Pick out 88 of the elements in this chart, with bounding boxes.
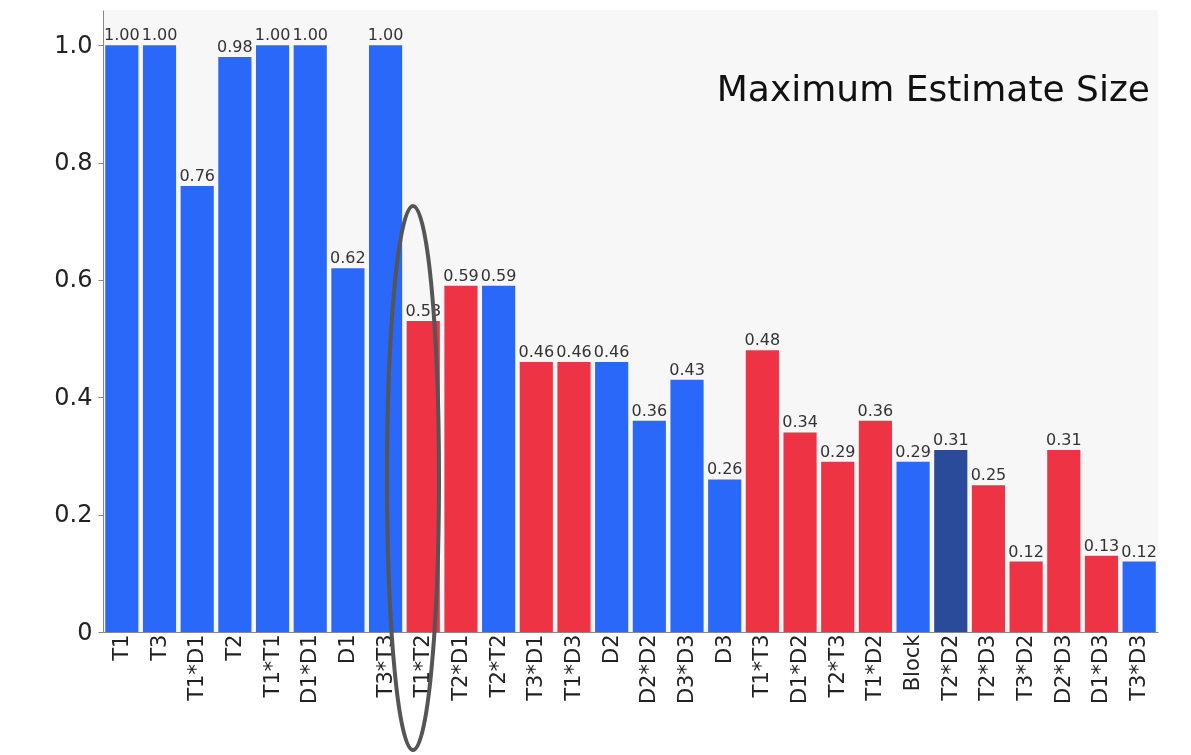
y-tick-label: 0.4 bbox=[54, 382, 93, 411]
x-tick-label: D2*D2 bbox=[636, 634, 661, 705]
x-tick-label: D1*D3 bbox=[1088, 634, 1113, 705]
data-label: 0.98 bbox=[217, 36, 253, 56]
bar bbox=[971, 485, 1006, 632]
data-label: 0.46 bbox=[593, 342, 630, 362]
bar bbox=[595, 362, 629, 632]
x-tick-label: Block bbox=[900, 633, 925, 692]
y-tick-label: 0.2 bbox=[54, 500, 93, 529]
x-tick-label: T1*D2 bbox=[862, 634, 887, 702]
data-label: 0.26 bbox=[706, 459, 743, 479]
x-tick-label: T1 bbox=[108, 634, 133, 662]
bar bbox=[632, 420, 666, 632]
data-label: 1.00 bbox=[104, 25, 140, 45]
data-label: 0.46 bbox=[518, 342, 555, 362]
x-tick-label: D3*D3 bbox=[674, 634, 699, 705]
bar bbox=[482, 285, 516, 632]
data-label: 0.34 bbox=[782, 412, 818, 432]
data-label: 0.46 bbox=[556, 342, 592, 362]
bar bbox=[557, 362, 591, 632]
data-label: 0.48 bbox=[744, 330, 781, 350]
data-label: 0.59 bbox=[480, 265, 517, 285]
bar bbox=[293, 45, 327, 632]
y-tick-label: 1.0 bbox=[54, 30, 93, 59]
x-tick-label: T1*T3 bbox=[749, 634, 774, 699]
bar bbox=[105, 45, 139, 632]
text: Maximum Estimate Size bbox=[716, 68, 1150, 109]
bar bbox=[1047, 450, 1081, 632]
x-tick-label: T1*T1 bbox=[259, 634, 284, 699]
x-tick-label: T3*D3 bbox=[1126, 634, 1151, 702]
data-label: 0.29 bbox=[819, 441, 856, 461]
bar bbox=[821, 461, 855, 632]
x-tick-label: T2*D3 bbox=[975, 634, 1000, 702]
data-label: 0.36 bbox=[631, 400, 668, 420]
bar bbox=[331, 268, 365, 632]
x-tick-label: T3*T3 bbox=[372, 634, 397, 699]
data-label: 0.25 bbox=[970, 465, 1007, 485]
data-label: 0.76 bbox=[179, 166, 216, 186]
x-tick-label: T1*D3 bbox=[560, 634, 585, 702]
bar bbox=[934, 450, 968, 632]
bar bbox=[745, 350, 779, 632]
x-tick-label: D1*D2 bbox=[787, 634, 812, 705]
x-tick-label: T2*T3 bbox=[824, 634, 849, 699]
x-tick-label: T3*D1 bbox=[523, 634, 548, 702]
bar bbox=[1122, 561, 1156, 632]
x-tick-label: D2 bbox=[598, 634, 623, 665]
y-tick-label: 0.8 bbox=[54, 148, 93, 177]
x-tick-label: T1*T2 bbox=[410, 634, 435, 699]
data-label: 0.43 bbox=[669, 359, 705, 379]
bar bbox=[1084, 555, 1119, 632]
x-tick-label: T3 bbox=[146, 634, 171, 662]
data-label: 1.00 bbox=[367, 25, 404, 45]
bar bbox=[218, 56, 252, 632]
bar bbox=[519, 362, 553, 632]
bar bbox=[180, 186, 214, 632]
x-tick-label: T1*D1 bbox=[184, 634, 209, 702]
x-tick-label: D3 bbox=[711, 634, 736, 665]
x-tick-label: D2*D3 bbox=[1050, 634, 1075, 705]
y-tick-label: 0.6 bbox=[54, 265, 93, 294]
bar bbox=[670, 379, 704, 632]
bar bbox=[444, 285, 478, 632]
data-label: 0.59 bbox=[443, 265, 479, 285]
x-tick-label: T2*D1 bbox=[447, 634, 472, 702]
bar bbox=[255, 45, 290, 632]
data-label: 1.00 bbox=[141, 25, 178, 45]
data-label: 1.00 bbox=[254, 25, 291, 45]
data-label: 0.13 bbox=[1083, 535, 1120, 555]
bar bbox=[1009, 561, 1043, 632]
bar bbox=[783, 432, 817, 632]
x-tick-label: T2*T2 bbox=[485, 634, 510, 699]
bar bbox=[896, 461, 930, 632]
data-label: 0.36 bbox=[857, 400, 894, 420]
bar bbox=[858, 420, 892, 632]
data-label: 0.31 bbox=[1045, 430, 1082, 450]
x-tick-label: T3*D2 bbox=[1013, 634, 1038, 702]
bar bbox=[708, 479, 742, 632]
x-tick-label: T2 bbox=[221, 634, 246, 662]
data-label: 0.12 bbox=[1008, 541, 1044, 561]
x-tick-label: D1*D1 bbox=[297, 634, 322, 705]
data-label: 0.62 bbox=[330, 248, 366, 268]
data-label: 1.00 bbox=[292, 25, 329, 45]
x-tick-label: T2*D2 bbox=[937, 634, 962, 702]
data-label: 0.31 bbox=[932, 430, 969, 450]
data-label: 0.12 bbox=[1121, 541, 1157, 561]
data-label: 0.29 bbox=[895, 441, 931, 461]
bar bbox=[142, 45, 177, 632]
x-tick-label: D1 bbox=[334, 634, 359, 665]
y-tick-label: 0 bbox=[77, 617, 93, 646]
